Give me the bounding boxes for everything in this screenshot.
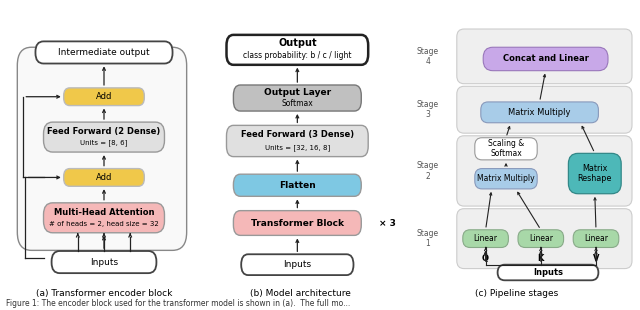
Text: Q: Q — [482, 254, 489, 263]
Text: Units = [32, 16, 8]: Units = [32, 16, 8] — [265, 144, 330, 151]
Text: Intermediate output: Intermediate output — [58, 48, 150, 57]
FancyBboxPatch shape — [234, 211, 361, 235]
FancyBboxPatch shape — [234, 174, 361, 196]
FancyBboxPatch shape — [234, 85, 361, 111]
FancyBboxPatch shape — [475, 169, 537, 189]
FancyBboxPatch shape — [44, 122, 164, 152]
Text: V: V — [593, 254, 599, 263]
Text: Output Layer: Output Layer — [264, 88, 331, 97]
FancyBboxPatch shape — [52, 251, 156, 273]
FancyBboxPatch shape — [457, 29, 632, 84]
FancyBboxPatch shape — [44, 203, 164, 233]
FancyBboxPatch shape — [573, 230, 619, 247]
Text: Add: Add — [96, 92, 112, 101]
FancyBboxPatch shape — [498, 265, 598, 280]
FancyBboxPatch shape — [475, 138, 537, 160]
Text: Stage
4: Stage 4 — [417, 47, 439, 66]
Text: K: K — [538, 254, 544, 263]
FancyBboxPatch shape — [64, 88, 145, 106]
Text: Multi-Head Attention: Multi-Head Attention — [54, 208, 154, 217]
Text: Matrix Multiply: Matrix Multiply — [477, 174, 535, 183]
Text: Inputs: Inputs — [284, 260, 312, 269]
Text: Inputs: Inputs — [90, 258, 118, 267]
Text: Scaling &
Softmax: Scaling & Softmax — [488, 139, 524, 158]
Text: Stage
3: Stage 3 — [417, 100, 439, 119]
Text: Linear: Linear — [529, 234, 553, 243]
FancyBboxPatch shape — [457, 209, 632, 268]
Text: Feed Forward (2 Dense): Feed Forward (2 Dense) — [47, 127, 161, 136]
Text: Stage
2: Stage 2 — [417, 161, 439, 181]
Text: (a) Transformer encoder block: (a) Transformer encoder block — [36, 290, 172, 299]
FancyBboxPatch shape — [17, 47, 187, 250]
Text: × 3: × 3 — [379, 219, 396, 228]
Text: Units = [8, 6]: Units = [8, 6] — [80, 140, 128, 146]
Text: Concat and Linear: Concat and Linear — [502, 55, 589, 64]
Text: Figure 1: The encoder block used for the transformer model is shown in (a).  The: Figure 1: The encoder block used for the… — [6, 299, 351, 308]
Text: Linear: Linear — [584, 234, 608, 243]
Text: Flatten: Flatten — [279, 181, 316, 190]
Text: Inputs: Inputs — [533, 268, 563, 277]
FancyBboxPatch shape — [518, 230, 564, 247]
Text: Output: Output — [278, 38, 317, 48]
FancyBboxPatch shape — [241, 254, 353, 275]
Text: (b) Model architecture: (b) Model architecture — [250, 290, 351, 299]
Text: Matrix
Reshape: Matrix Reshape — [578, 164, 612, 183]
Text: class probability: b / c / light: class probability: b / c / light — [243, 51, 351, 60]
FancyBboxPatch shape — [35, 41, 173, 64]
Text: Stage
1: Stage 1 — [417, 229, 439, 248]
FancyBboxPatch shape — [227, 35, 368, 65]
FancyBboxPatch shape — [64, 169, 145, 186]
Text: (c) Pipeline stages: (c) Pipeline stages — [475, 290, 559, 299]
Text: Matrix Multiply: Matrix Multiply — [508, 108, 571, 117]
Text: Linear: Linear — [474, 234, 498, 243]
FancyBboxPatch shape — [463, 230, 508, 247]
FancyBboxPatch shape — [483, 47, 608, 71]
FancyBboxPatch shape — [227, 125, 368, 157]
FancyBboxPatch shape — [457, 86, 632, 133]
Text: Softmax: Softmax — [282, 99, 313, 108]
Text: Feed Forward (3 Dense): Feed Forward (3 Dense) — [241, 130, 354, 139]
Text: # of heads = 2, head size = 32: # of heads = 2, head size = 32 — [49, 220, 159, 227]
FancyBboxPatch shape — [457, 136, 632, 206]
FancyBboxPatch shape — [568, 153, 621, 194]
Text: Add: Add — [96, 173, 112, 182]
FancyBboxPatch shape — [481, 102, 598, 123]
Text: Transformer Block: Transformer Block — [251, 219, 344, 228]
